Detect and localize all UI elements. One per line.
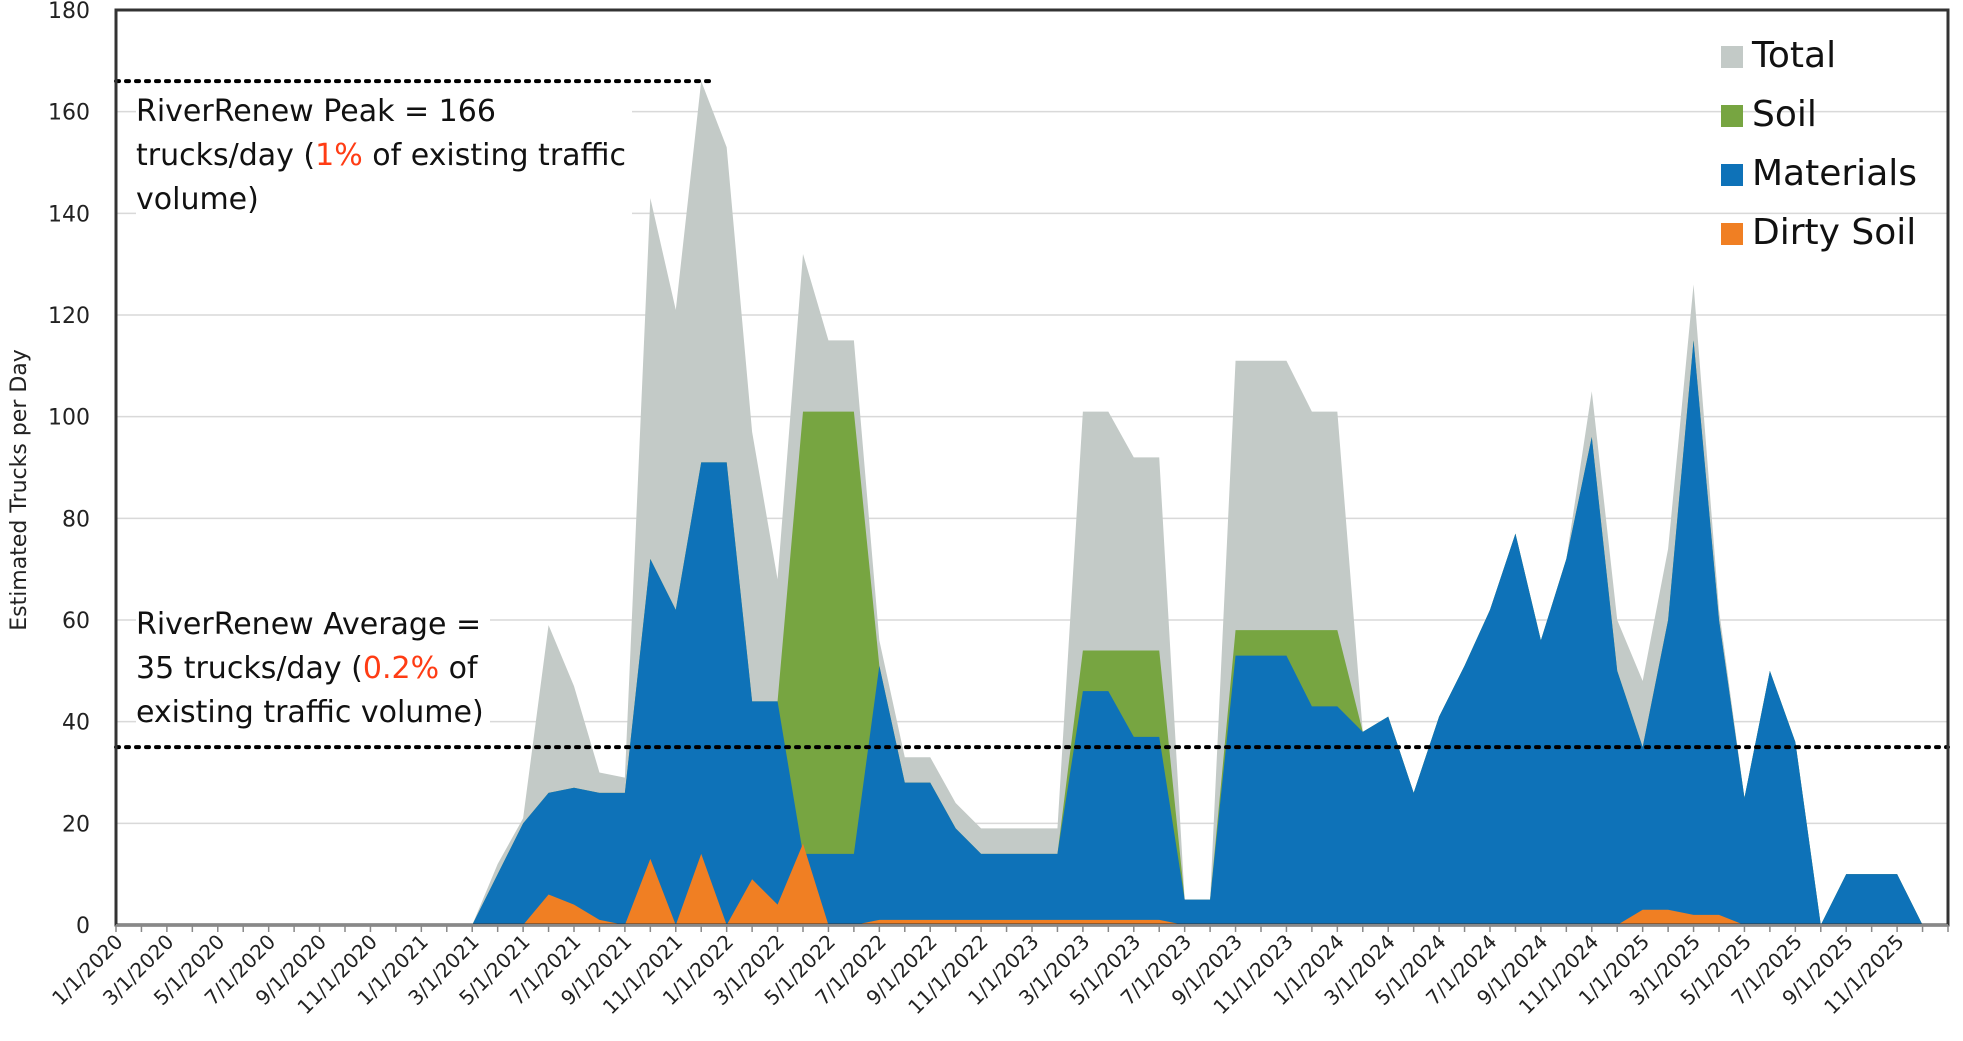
y-tick-40: 40 [62,711,90,736]
y-tick-140: 140 [48,202,90,227]
y-tick-80: 80 [62,507,90,532]
legend-swatch-total [1721,46,1743,68]
peak-percent: 1% [315,138,363,173]
average-annotation-line1: RiverRenew Average = [136,607,482,642]
legend-label-materials: Materials [1752,153,1917,194]
legend-label-soil: Soil [1752,94,1817,135]
peak-annotation-line2: trucks/day (1% of existing traffic [136,138,627,173]
legend-swatch-dirty-soil [1721,223,1743,245]
average-percent: 0.2% [362,651,440,686]
peak-annotation-line1: RiverRenew Peak = 166 [136,94,496,129]
legend-swatch-materials [1721,164,1743,186]
legend-label-dirty-soil: Dirty Soil [1752,212,1916,253]
average-annotation-line2: 35 trucks/day (0.2% of [136,651,478,686]
y-tick-0: 0 [76,914,90,939]
average-annotation: RiverRenew Average = 35 trucks/day (0.2%… [136,603,490,735]
y-tick-160: 160 [48,101,90,126]
legend: Total Soil Materials Dirty Soil [1721,35,1917,253]
legend-label-total: Total [1751,35,1836,76]
average-annotation-line3: existing traffic volume) [136,695,484,730]
series-dirty-soil-area [116,843,1923,925]
legend-swatch-soil [1721,105,1743,127]
peak-annotation: RiverRenew Peak = 166 trucks/day (1% of … [136,90,633,222]
y-tick-100: 100 [48,406,90,431]
y-tick-labels: 0 20 40 60 80 100 120 140 160 180 [48,0,90,939]
y-tick-120: 120 [48,304,90,329]
chart-areas [116,81,1923,926]
y-tick-60: 60 [62,609,90,634]
y-axis-label: Estimated Trucks per Day [7,349,32,631]
reference-lines [114,79,1950,750]
y-tick-180: 180 [48,0,90,24]
axes [114,8,1950,932]
peak-annotation-line3: volume) [136,182,259,217]
series-materials-area [116,340,1923,925]
x-tick-labels: 1/1/20203/1/20205/1/20207/1/20209/1/2020… [47,930,1909,1019]
y-tick-20: 20 [62,812,90,837]
